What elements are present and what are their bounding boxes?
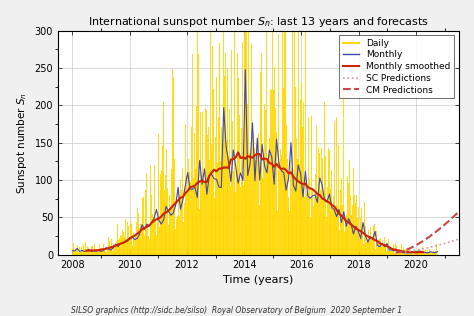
- Title: International sunspot number $S_n$: last 13 years and forecasts: International sunspot number $S_n$: last…: [88, 15, 429, 29]
- X-axis label: Time (years): Time (years): [223, 275, 294, 285]
- Text: SILSO graphics (http://sidc.be/silso)  Royal Observatory of Belgium  2020 Septem: SILSO graphics (http://sidc.be/silso) Ro…: [72, 306, 402, 315]
- Legend: Daily, Monthly, Monthly smoothed, SC Predictions, CM Predictions: Daily, Monthly, Monthly smoothed, SC Pre…: [339, 35, 455, 98]
- Y-axis label: Sunspot number $S_n$: Sunspot number $S_n$: [15, 92, 29, 194]
